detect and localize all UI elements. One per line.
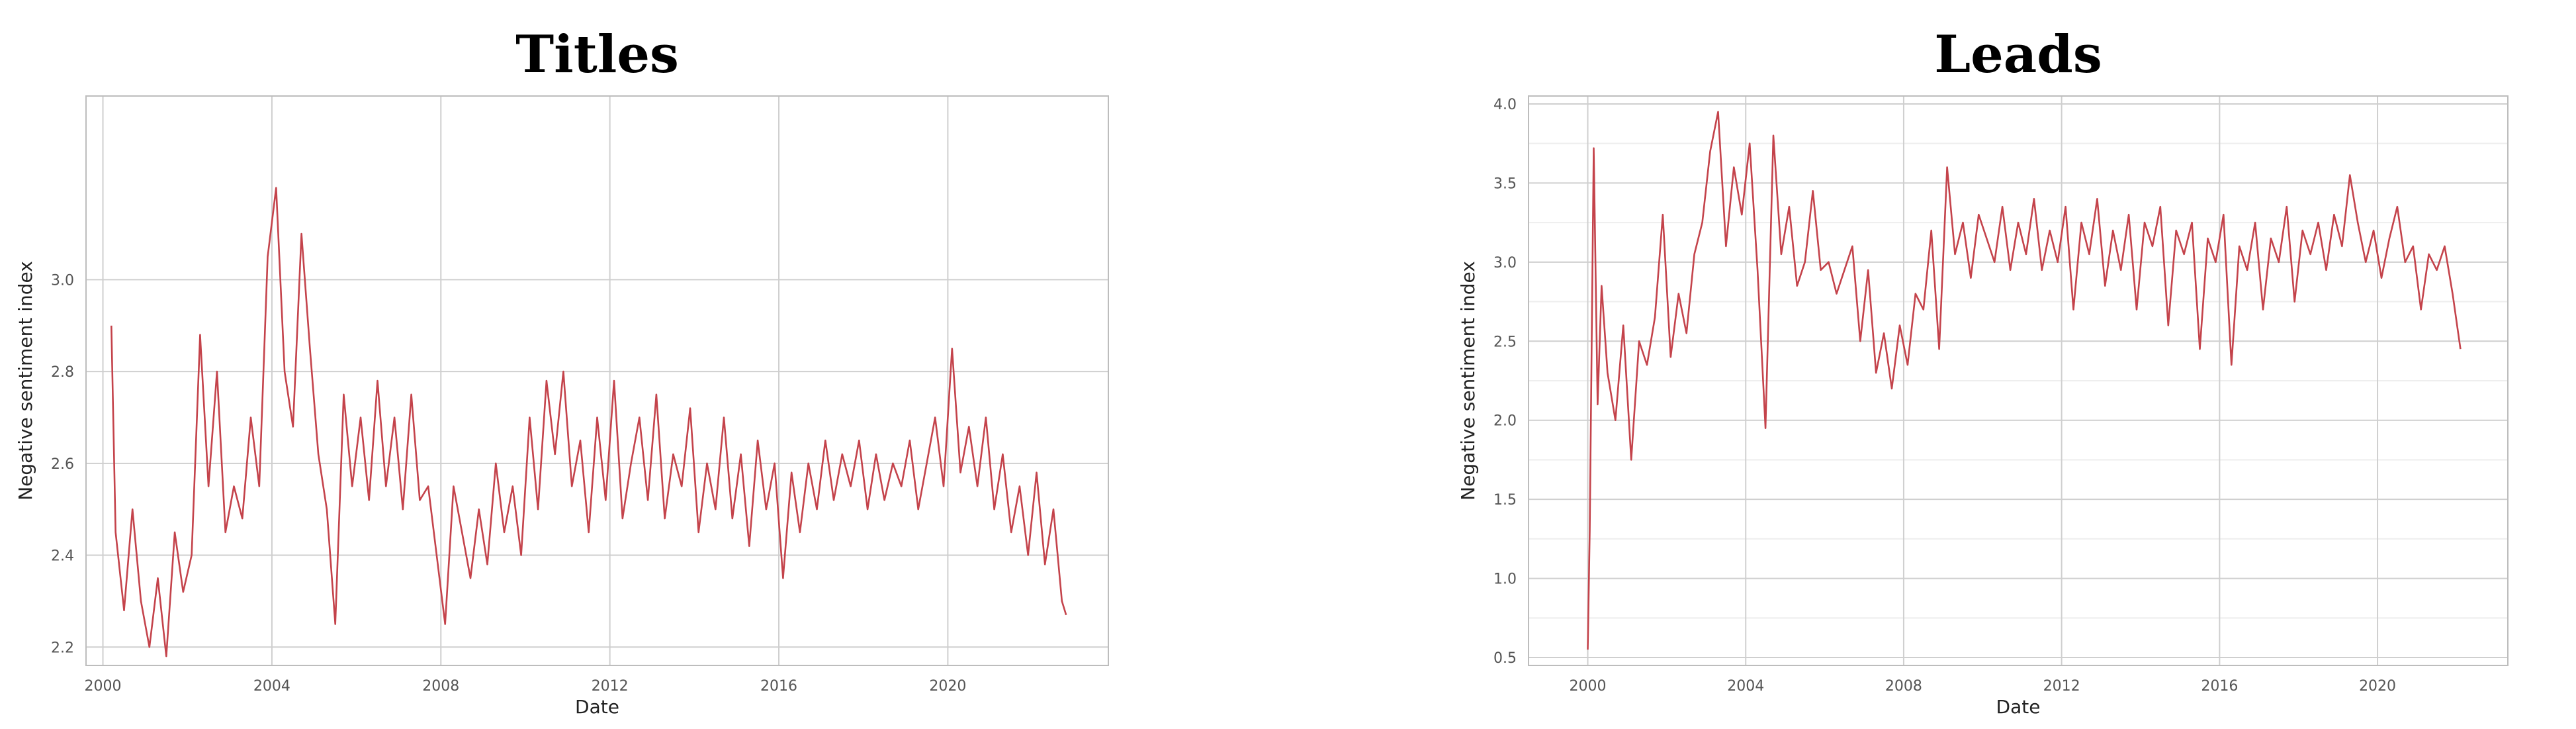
x-tick-label: 2004 [1727,678,1764,695]
x-tick-label: 2016 [760,678,797,695]
y-tick-label: 0.5 [1493,650,1517,667]
plot-frame [85,95,1109,666]
chart-titles: 2.2 2.4 2.6 2.8 3.0 2000 2004 2008 2012 2016 2020 D… [15,95,1109,718]
y-tick-label: 2.6 [51,456,74,473]
x-tick-label: 2012 [592,678,629,695]
chart-title-leads: Leads [1934,24,2102,85]
y-tick-label: 1.5 [1493,492,1517,509]
chart-leads: 0.5 1.0 1.5 2.0 2.5 3.0 3.5 4.0 2000 2004 2008 2012… [1457,95,2509,718]
x-tick-label: 2000 [1570,678,1607,695]
x-tick-label: 2016 [2201,678,2238,695]
x-tick-label: 2008 [422,678,459,695]
x-axis-label: Date [1996,696,2041,718]
x-tick-label: 2008 [1885,678,1922,695]
x-tick-label: 2020 [929,678,966,695]
x-tick-label: 2020 [2359,678,2396,695]
y-tick-label: 3.0 [51,272,74,289]
y-tick-label: 3.5 [1493,175,1517,192]
plot-frame [1528,95,2509,666]
y-tick-label: 2.4 [51,548,74,565]
series-line [1587,111,2462,650]
y-axis-label: Negative sentiment index [1457,261,1479,501]
y-tick-label: 1.0 [1493,571,1517,588]
x-tick-label: 2004 [253,678,290,695]
y-tick-label: 2.0 [1493,413,1517,430]
series-line [111,187,1067,657]
x-tick-label: 2000 [85,678,122,695]
x-tick-label: 2012 [2043,678,2080,695]
x-axis-label: Date [575,696,619,718]
y-tick-label: 2.2 [51,640,74,656]
y-tick-label: 4.0 [1493,97,1517,113]
y-tick-label: 2.5 [1493,334,1517,350]
chart-title-titles: Titles [515,24,679,85]
y-tick-label: 3.0 [1493,255,1517,271]
y-axis-label: Negative sentiment index [15,261,36,501]
y-tick-label: 2.8 [51,364,74,381]
